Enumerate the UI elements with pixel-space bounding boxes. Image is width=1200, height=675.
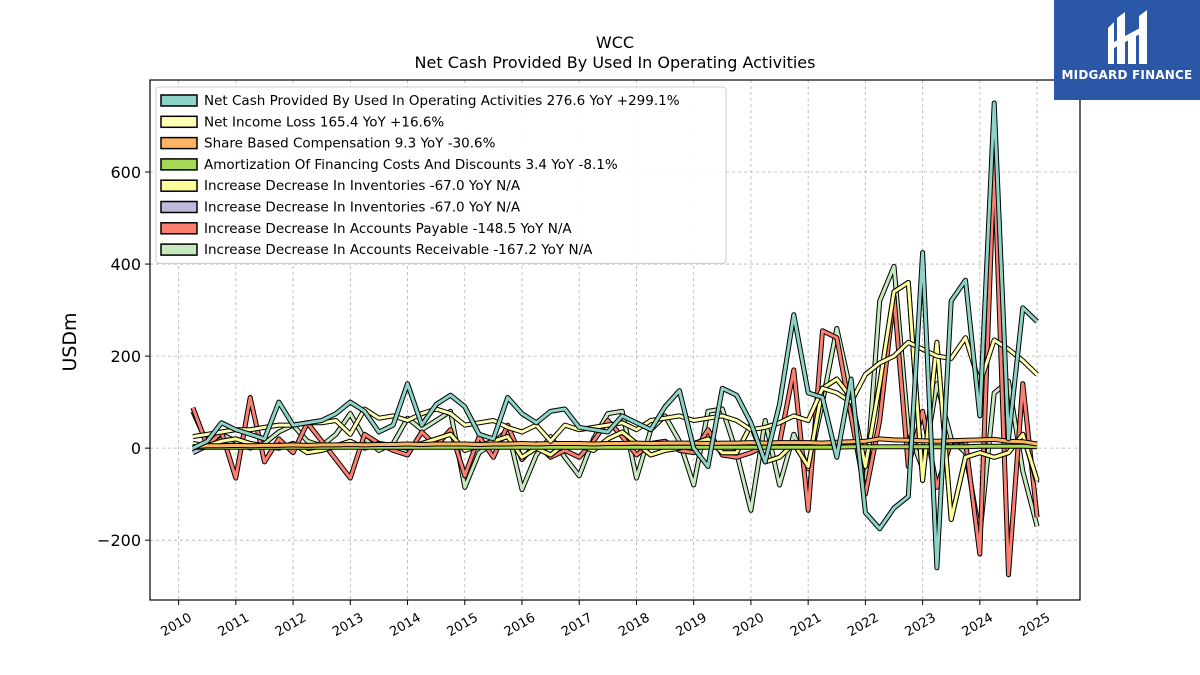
y-tick-label: 600 bbox=[110, 163, 141, 182]
x-tick-label: 2023 bbox=[902, 610, 938, 640]
legend-swatch bbox=[160, 115, 198, 129]
midgard-logo-icon bbox=[1108, 10, 1147, 64]
legend-swatch bbox=[160, 179, 198, 192]
legend-swatch bbox=[160, 136, 198, 150]
x-tick-label: 2025 bbox=[1017, 610, 1053, 640]
series-line bbox=[191, 161, 1039, 577]
legend-entry: Amortization Of Financing Costs And Disc… bbox=[204, 157, 618, 173]
legend-entry: Increase Decrease In Inventories -67.0 Y… bbox=[204, 200, 521, 216]
y-axis-label: USDm bbox=[59, 312, 81, 371]
legend-swatch bbox=[160, 158, 198, 171]
brand-name: MIDGARD FINANCE bbox=[1061, 68, 1193, 82]
legend-swatch bbox=[160, 200, 198, 214]
x-tick-label: 2020 bbox=[731, 610, 767, 640]
series-7 bbox=[191, 100, 1039, 571]
series-line bbox=[191, 264, 1039, 538]
legend-entry: Share Based Compensation 9.3 YoY -30.6% bbox=[204, 136, 496, 152]
x-tick-label: 2012 bbox=[273, 610, 309, 640]
legend-entry: Increase Decrease In Accounts Payable -1… bbox=[204, 221, 572, 237]
x-tick-label: 2018 bbox=[616, 610, 652, 640]
x-tick-label: 2021 bbox=[788, 610, 824, 640]
x-tick-label: 2016 bbox=[502, 610, 538, 640]
brand-logo: MIDGARD FINANCE bbox=[1054, 0, 1200, 100]
x-tick-label: 2017 bbox=[559, 610, 595, 640]
series-line bbox=[192, 101, 1039, 570]
legend-entry: Increase Decrease In Accounts Receivable… bbox=[204, 242, 593, 258]
legend-box bbox=[155, 86, 727, 264]
legend-swatch bbox=[160, 94, 198, 107]
x-tick-label: 2013 bbox=[330, 610, 366, 640]
x-tick-label: 2014 bbox=[387, 610, 423, 640]
y-tick-label: 400 bbox=[110, 255, 141, 274]
plot-area-frame bbox=[149, 79, 1081, 601]
legend-entry: Increase Decrease In Inventories -67.0 Y… bbox=[204, 178, 521, 194]
series-0 bbox=[190, 263, 1040, 539]
series-5 bbox=[192, 436, 1038, 450]
x-tick-label: 2015 bbox=[445, 610, 481, 640]
chart-subtitle: Net Cash Provided By Used In Operating A… bbox=[415, 53, 816, 72]
x-tick-label: 2019 bbox=[674, 610, 710, 640]
legend-entry: Net Cash Provided By Used In Operating A… bbox=[204, 93, 680, 109]
series-1 bbox=[190, 160, 1040, 578]
x-tick-label: 2011 bbox=[216, 610, 252, 640]
legend-swatch bbox=[160, 243, 198, 256]
y-tick-label: 200 bbox=[110, 347, 141, 366]
series-layer bbox=[190, 100, 1040, 578]
chart-title: WCC bbox=[596, 33, 634, 52]
x-tick-label: 2024 bbox=[960, 610, 996, 640]
x-tick-label: 2010 bbox=[158, 610, 194, 640]
y-tick-label: −200 bbox=[97, 531, 141, 550]
x-tick-label: 2022 bbox=[845, 610, 881, 640]
legend-entry: Net Income Loss 165.4 YoY +16.6% bbox=[204, 114, 444, 130]
legend-swatch bbox=[160, 222, 198, 235]
chart-legend: Net Cash Provided By Used In Operating A… bbox=[155, 86, 727, 264]
series-line bbox=[192, 437, 1038, 449]
y-tick-label: 0 bbox=[131, 439, 141, 458]
